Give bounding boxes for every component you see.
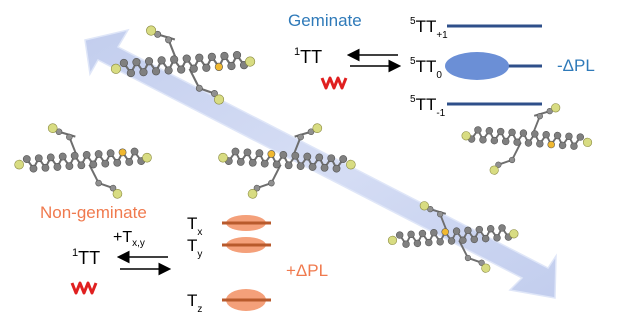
tips-tes-molecule — [14, 123, 152, 199]
geminate-level-label: 5TT0 — [410, 56, 442, 81]
geminate-pair-state-text: TT — [300, 47, 322, 67]
geminate-level-2: 5TT-1 — [410, 94, 542, 119]
non-geminate-level-label: Tz — [187, 291, 202, 315]
geminate-panel: Geminate 1TT 5TT+1 5TT0 5TT-1 -ΔPL — [288, 11, 595, 119]
non-geminate-level-0: Tx — [187, 214, 271, 238]
geminate-pl-squiggle — [320, 76, 348, 90]
non-geminate-pl-squiggle — [70, 281, 98, 295]
tips-tes-molecule — [218, 123, 356, 199]
non-geminate-pl-effect: +ΔPL — [286, 261, 328, 280]
tips-tes-molecule — [110, 25, 256, 105]
non-geminate-level-2: Tz — [187, 289, 271, 315]
non-geminate-level-label: Tx — [187, 214, 202, 238]
non-geminate-level-label: Ty — [187, 236, 202, 260]
geminate-pair-state: 1TT — [294, 46, 322, 67]
non-geminate-arrow-label: +Tx,y — [113, 229, 145, 249]
diffusion-arrow — [84, 28, 557, 299]
geminate-level-label: 5TT+1 — [410, 16, 448, 41]
tips-tes-molecule — [461, 103, 593, 175]
tips-tes-molecule — [387, 201, 519, 273]
non-geminate-level-1: Ty — [187, 236, 271, 260]
geminate-t0-population — [445, 52, 509, 80]
geminate-level-0: 5TT+1 — [410, 16, 542, 41]
molecule-layer — [14, 25, 593, 273]
non-geminate-pair-state: 1TT — [72, 247, 100, 268]
geminate-pl-effect: -ΔPL — [557, 56, 595, 75]
non-geminate-heading: Non-geminate — [40, 203, 147, 222]
geminate-heading: Geminate — [288, 11, 362, 30]
geminate-level-label: 5TT-1 — [410, 94, 446, 119]
